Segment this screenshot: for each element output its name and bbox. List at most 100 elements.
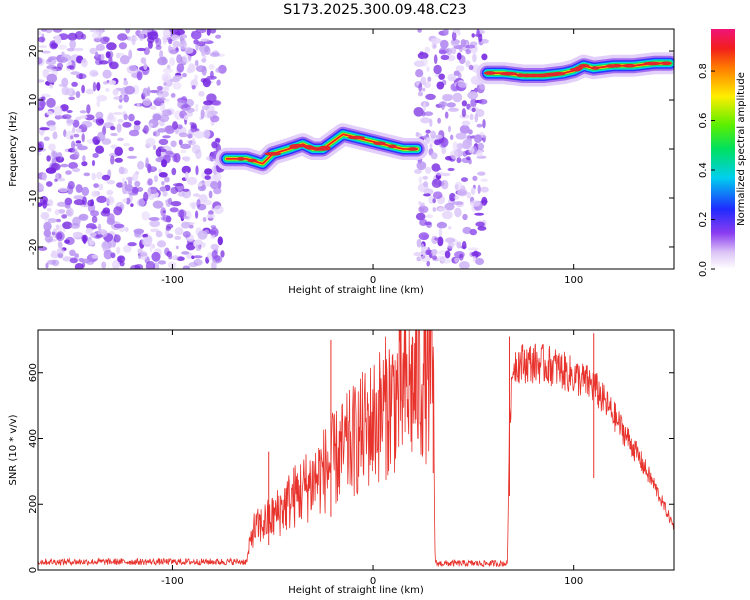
noise-blob (96, 95, 108, 102)
noise-blob (123, 80, 129, 86)
noise-blob (39, 195, 49, 205)
colorbar-tick-label: 0.4 (698, 162, 709, 178)
noise-blob (447, 242, 454, 249)
noise-blob (431, 163, 441, 172)
noise-blob (423, 101, 427, 112)
noise-blob (38, 143, 43, 153)
noise-blob (133, 228, 145, 235)
noise-blob (438, 101, 448, 108)
noise-blob (444, 202, 455, 211)
noise-blob (96, 99, 101, 108)
noise-blob (174, 235, 182, 240)
noise-blob (444, 250, 451, 259)
noise-blob (441, 146, 447, 155)
noise-blob (73, 133, 80, 138)
noise-blob (87, 199, 94, 207)
noise-blob (420, 202, 426, 208)
noise-blob (203, 46, 211, 55)
noise-blob (208, 190, 213, 199)
noise-blob (93, 183, 99, 189)
noise-blob (72, 148, 78, 154)
noise-blob (116, 255, 126, 263)
noise-blob (127, 155, 137, 159)
noise-blob (122, 121, 132, 128)
noise-blob (81, 234, 88, 243)
noise-blob (143, 191, 149, 202)
noise-blob (39, 100, 46, 108)
noise-blob (474, 212, 484, 216)
noise-blob (209, 230, 217, 236)
noise-blob (100, 53, 105, 62)
noise-blob (447, 167, 455, 172)
noise-blob (423, 193, 431, 197)
noise-blob (89, 232, 97, 237)
noise-blob (100, 36, 109, 45)
noise-blob (152, 113, 162, 121)
noise-blob (168, 38, 173, 45)
noise-blob (52, 131, 58, 140)
noise-blob (425, 166, 432, 174)
noise-blob (72, 90, 76, 96)
snr-frame (37, 329, 675, 571)
noise-blob (182, 72, 187, 78)
noise-blob (41, 50, 51, 54)
noise-blob (136, 47, 146, 52)
snr-x-axis-label: Height of straight line (km) (288, 585, 424, 596)
signal-hotspot (578, 64, 590, 68)
noise-blob (182, 54, 192, 63)
noise-blob (420, 58, 428, 67)
snr-y-tick-label: 0 (28, 567, 39, 573)
noise-blob (201, 58, 207, 63)
noise-blob (433, 64, 442, 75)
noise-blob (200, 49, 206, 57)
noise-blob (61, 77, 69, 87)
noise-blob (124, 184, 134, 192)
noise-blob (38, 152, 42, 156)
signal-hotspot (552, 71, 566, 76)
noise-blob (81, 161, 88, 167)
noise-blob (469, 228, 477, 236)
noise-blob (38, 36, 46, 43)
noise-blob (166, 223, 174, 229)
noise-blob (108, 80, 117, 85)
noise-blob (95, 44, 105, 51)
noise-blob (141, 211, 150, 221)
snr-y-tick-label: 600 (28, 363, 39, 382)
noise-blob (177, 209, 187, 218)
noise-blob (71, 140, 76, 150)
noise-blob (136, 102, 140, 108)
noise-blob (117, 33, 128, 41)
noise-blob (102, 69, 112, 79)
noise-blob (208, 64, 215, 70)
noise-blob (438, 73, 446, 80)
noise-blob (96, 82, 101, 91)
noise-blob (453, 70, 460, 76)
colorbar-tick-label: 0.6 (698, 113, 709, 129)
noise-blob (49, 83, 54, 89)
noise-blob (48, 143, 56, 151)
noise-blob (118, 42, 127, 50)
noise-blob (161, 181, 165, 186)
noise-blob (170, 93, 176, 98)
signal-hotspot (289, 143, 307, 148)
noise-blob (145, 261, 156, 269)
noise-blob (189, 121, 194, 126)
noise-blob (427, 76, 432, 82)
noise-blob (180, 149, 187, 154)
noise-blob (468, 64, 474, 71)
noise-blob (182, 188, 190, 192)
noise-blob (452, 92, 463, 103)
noise-blob (419, 255, 431, 262)
noise-blob (89, 29, 101, 33)
noise-blob (450, 47, 457, 55)
noise-blob (121, 177, 126, 187)
noise-blob (195, 103, 199, 113)
noise-blob (132, 173, 139, 182)
noise-blob (161, 159, 167, 168)
noise-blob (468, 129, 473, 135)
noise-blob (217, 236, 223, 246)
noise-blob (57, 44, 67, 50)
noise-blob (443, 29, 449, 35)
noise-blob (211, 141, 218, 149)
